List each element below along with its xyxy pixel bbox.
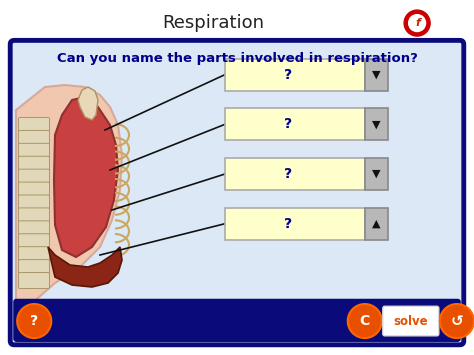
Circle shape [404,10,430,36]
Polygon shape [48,247,122,287]
FancyBboxPatch shape [225,108,365,140]
Text: ▼: ▼ [372,70,381,80]
FancyBboxPatch shape [10,40,464,345]
FancyBboxPatch shape [225,208,365,240]
Circle shape [409,15,426,32]
Text: ?: ? [30,314,38,328]
Text: ?: ? [284,167,292,181]
FancyBboxPatch shape [383,306,439,336]
FancyBboxPatch shape [18,130,49,146]
Text: ?: ? [284,117,292,131]
Circle shape [348,304,382,338]
FancyBboxPatch shape [365,208,388,240]
FancyBboxPatch shape [18,234,49,250]
Text: C: C [360,314,370,328]
Text: ↺: ↺ [450,313,463,328]
FancyBboxPatch shape [18,182,49,198]
Text: f: f [416,18,420,28]
FancyBboxPatch shape [13,299,461,342]
Polygon shape [78,87,98,120]
FancyBboxPatch shape [18,247,49,263]
FancyBboxPatch shape [17,300,457,339]
Text: solve: solve [393,315,428,328]
Text: Can you name the parts involved in respiration?: Can you name the parts involved in respi… [56,52,418,65]
FancyBboxPatch shape [18,273,49,289]
Text: ▼: ▼ [372,119,381,129]
FancyBboxPatch shape [225,59,365,91]
FancyBboxPatch shape [18,195,49,211]
FancyBboxPatch shape [365,158,388,190]
FancyBboxPatch shape [18,221,49,237]
Circle shape [440,304,474,338]
FancyBboxPatch shape [18,143,49,159]
FancyBboxPatch shape [225,158,365,190]
FancyBboxPatch shape [18,118,49,133]
Polygon shape [16,85,122,325]
FancyBboxPatch shape [18,169,49,185]
Circle shape [17,304,51,338]
FancyBboxPatch shape [365,108,388,140]
Text: ?: ? [284,67,292,82]
Text: ▲: ▲ [372,219,381,229]
Text: ▼: ▼ [372,169,381,179]
Text: Respiration: Respiration [162,14,264,32]
Text: ?: ? [284,217,292,231]
FancyBboxPatch shape [14,300,460,342]
FancyBboxPatch shape [18,208,49,224]
FancyBboxPatch shape [18,156,49,172]
FancyBboxPatch shape [365,59,388,91]
Polygon shape [54,97,118,257]
FancyBboxPatch shape [18,260,49,275]
